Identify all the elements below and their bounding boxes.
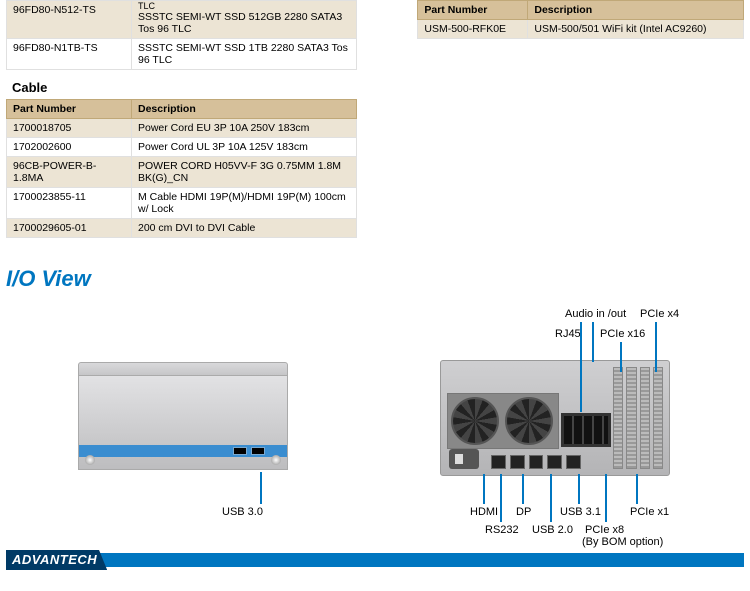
cell-pn: 96CB-POWER-B-1.8MA [7,157,132,188]
table-row: 1700018705Power Cord EU 3P 10A 250V 183c… [7,119,357,138]
cell-pn: USM-500-RFK0E [418,20,528,39]
advantech-logo: ADVANTECH [6,550,107,570]
label-pcie-x8: PCIe x8 [585,524,624,536]
cell-desc: USM-500/501 WiFi kit (Intel AC9260) [528,20,744,39]
table-row: USM-500-RFK0E USM-500/501 WiFi kit (Inte… [418,20,744,39]
screw-icon [85,455,95,465]
power-socket [449,449,479,469]
callout-line [522,474,524,504]
rear-device [440,360,670,476]
callout-line [620,342,622,372]
front-usb-port [251,447,265,455]
label-usb30: USB 3.0 [222,506,263,518]
header-pn: Part Number [7,100,132,119]
label-pcie-x1: PCIe x1 [630,506,669,518]
cable-table: Part Number Description 1700018705Power … [6,99,357,238]
cell-desc: M Cable HDMI 19P(M)/HDMI 19P(M) 100cm w/… [132,188,357,219]
io-view-title: I/O View [6,266,750,292]
io-cluster [561,413,611,447]
table-header-row: Part Number Description [7,100,357,119]
label-pcie-x16: PCIe x16 [600,328,645,340]
table-row: 1702002600Power Cord UL 3P 10A 125V 183c… [7,138,357,157]
pcie-slots [613,367,663,469]
callout-line [592,322,594,362]
front-usb-port [233,447,247,455]
callout-line [550,474,552,522]
cell-pn: 96FD80-N512-TS [7,1,132,39]
cell-desc: TLCSSSTC SEMI-WT SSD 512GB 2280 SATA3 To… [132,1,357,39]
label-bom-option: (By BOM option) [582,536,663,548]
cell-pn: 1700029605-01 [7,219,132,238]
callout-line [483,474,485,504]
cell-desc: 200 cm DVI to DVI Cable [132,219,357,238]
cell-pn: 1700018705 [7,119,132,138]
header-pn: Part Number [418,1,528,20]
cable-section-title: Cable [12,80,357,95]
bottom-ports [491,455,581,469]
io-view-area: USB 3.0 Audio in /out PCIe x4 RJ45 PCIe … [0,302,750,562]
screw-icon [271,455,281,465]
callout-line [605,474,607,522]
callout-line [636,474,638,504]
cell-desc: Power Cord EU 3P 10A 250V 183cm [132,119,357,138]
cell-pn: 1702002600 [7,138,132,157]
cell-desc: Power Cord UL 3P 10A 125V 183cm [132,138,357,157]
fan-icon [451,397,499,445]
footer-bar [6,553,744,567]
header-desc: Description [132,100,357,119]
callout-line [578,474,580,504]
label-hdmi: HDMI [470,506,498,518]
cell-pn: 96FD80-N1TB-TS [7,39,132,70]
header-desc: Description [528,1,744,20]
cell-pn: 1700023855-11 [7,188,132,219]
fan-icon [505,397,553,445]
callout-line [655,322,657,372]
ssd-table: 96FD80-N512-TS TLCSSSTC SEMI-WT SSD 512G… [6,0,357,70]
front-body-panel [78,376,288,470]
label-audio: Audio in /out [565,308,626,320]
label-rs232: RS232 [485,524,519,536]
front-device [78,362,288,477]
label-rj45: RJ45 [555,328,581,340]
table-row: 96FD80-N1TB-TS SSSTC SEMI-WT SSD 1TB 228… [7,39,357,70]
cell-desc: POWER CORD H05VV-F 3G 0.75MM 1.8M BK(G)_… [132,157,357,188]
label-pcie-x4: PCIe x4 [640,308,679,320]
table-row: 96CB-POWER-B-1.8MAPOWER CORD H05VV-F 3G … [7,157,357,188]
front-top-panel [78,362,288,376]
table-row: 1700029605-01200 cm DVI to DVI Cable [7,219,357,238]
cell-desc: SSSTC SEMI-WT SSD 1TB 2280 SATA3 Tos 96 … [132,39,357,70]
label-usb31: USB 3.1 [560,506,601,518]
callout-line [580,322,582,412]
callout-line [500,474,502,522]
table-header-row: Part Number Description [418,1,744,20]
wifi-table: Part Number Description USM-500-RFK0E US… [417,0,744,39]
label-usb20: USB 2.0 [532,524,573,536]
table-row: 96FD80-N512-TS TLCSSSTC SEMI-WT SSD 512G… [7,1,357,39]
label-dp: DP [516,506,531,518]
table-row: 1700023855-11M Cable HDMI 19P(M)/HDMI 19… [7,188,357,219]
callout-line [260,472,262,504]
